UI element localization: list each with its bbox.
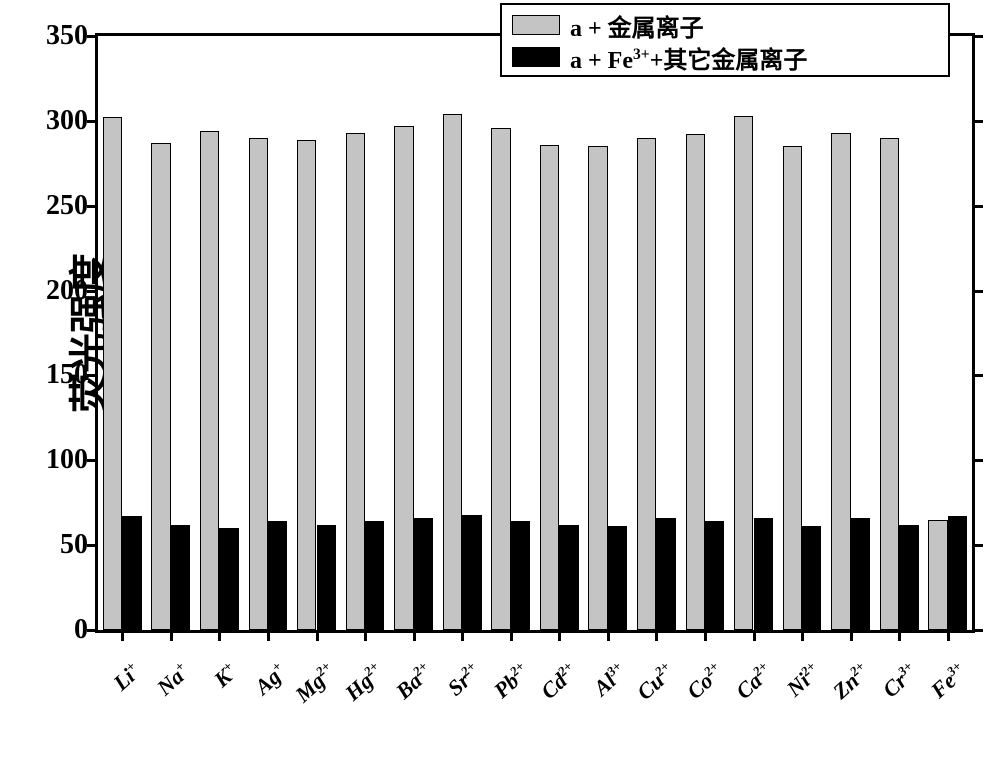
y-tick-mark: [975, 629, 983, 632]
y-tick-mark: [87, 629, 95, 632]
bar-series1: [443, 114, 462, 630]
y-tick-mark: [975, 205, 983, 208]
y-tick-label: 200: [46, 275, 88, 307]
x-tick-mark: [558, 633, 561, 641]
y-tick-mark: [87, 544, 95, 547]
y-tick-mark: [975, 120, 983, 123]
y-tick-mark: [87, 374, 95, 377]
x-tick-mark: [121, 633, 124, 641]
y-tick-mark: [87, 35, 95, 38]
x-tick-mark: [947, 633, 950, 641]
bar-series2: [317, 525, 336, 630]
bar-series1: [686, 134, 705, 630]
bar-series2: [462, 515, 481, 630]
y-tick-label: 100: [46, 444, 88, 476]
y-tick-label: 350: [46, 20, 88, 52]
x-tick-mark: [850, 633, 853, 641]
y-tick-mark: [975, 290, 983, 293]
y-tick-mark: [975, 35, 983, 38]
x-tick-mark: [364, 633, 367, 641]
bar-series1: [151, 143, 170, 630]
x-tick-mark: [316, 633, 319, 641]
y-tick-mark: [975, 374, 983, 377]
bar-series2: [414, 518, 433, 630]
bar-series2: [802, 526, 821, 630]
x-tick-mark: [510, 633, 513, 641]
bar-series1: [880, 138, 899, 630]
bar-series2: [511, 521, 530, 630]
bar-series2: [705, 521, 724, 630]
bar-series1: [297, 140, 316, 630]
y-tick-mark: [87, 290, 95, 293]
y-tick-mark: [87, 120, 95, 123]
y-tick-label: 300: [46, 105, 88, 137]
y-tick-label: 50: [60, 529, 88, 561]
x-tick-mark: [898, 633, 901, 641]
bar-series2: [122, 516, 141, 630]
x-tick-mark: [170, 633, 173, 641]
bar-series1: [103, 117, 122, 630]
bar-series2: [754, 518, 773, 630]
y-tick-mark: [87, 205, 95, 208]
bar-series2: [899, 525, 918, 630]
bar-series2: [559, 525, 578, 630]
y-tick-label: 0: [74, 614, 88, 646]
y-tick-mark: [975, 459, 983, 462]
bar-series1: [783, 146, 802, 630]
bar-series1: [928, 520, 947, 630]
bar-series1: [249, 138, 268, 630]
bar-series2: [948, 516, 967, 630]
bar-series2: [268, 521, 287, 630]
x-tick-mark: [704, 633, 707, 641]
bar-series1: [588, 146, 607, 630]
x-tick-mark: [607, 633, 610, 641]
bar-series1: [540, 145, 559, 630]
bar-series1: [734, 116, 753, 630]
bar-series2: [219, 528, 238, 630]
bar-series2: [365, 521, 384, 630]
y-tick-mark: [975, 544, 983, 547]
bar-series1: [637, 138, 656, 630]
x-tick-mark: [267, 633, 270, 641]
y-tick-mark: [87, 459, 95, 462]
x-tick-mark: [218, 633, 221, 641]
x-tick-mark: [461, 633, 464, 641]
bar-series2: [608, 526, 627, 630]
x-tick-mark: [413, 633, 416, 641]
bar-series1: [394, 126, 413, 630]
x-tick-mark: [753, 633, 756, 641]
y-tick-label: 150: [46, 359, 88, 391]
bar-chart: a + 金属离子 a + Fe3++其它金属离子 荧光强度 0501001502…: [0, 0, 1000, 758]
legend-swatch-1: [512, 15, 560, 35]
bar-series1: [831, 133, 850, 630]
y-tick-label: 250: [46, 190, 88, 222]
bar-series2: [656, 518, 675, 630]
bars-area: [98, 36, 972, 630]
bar-series1: [200, 131, 219, 630]
x-tick-mark: [801, 633, 804, 641]
bar-series2: [851, 518, 870, 630]
x-tick-mark: [655, 633, 658, 641]
bar-series1: [346, 133, 365, 630]
bar-series1: [491, 128, 510, 630]
bar-series2: [171, 525, 190, 630]
